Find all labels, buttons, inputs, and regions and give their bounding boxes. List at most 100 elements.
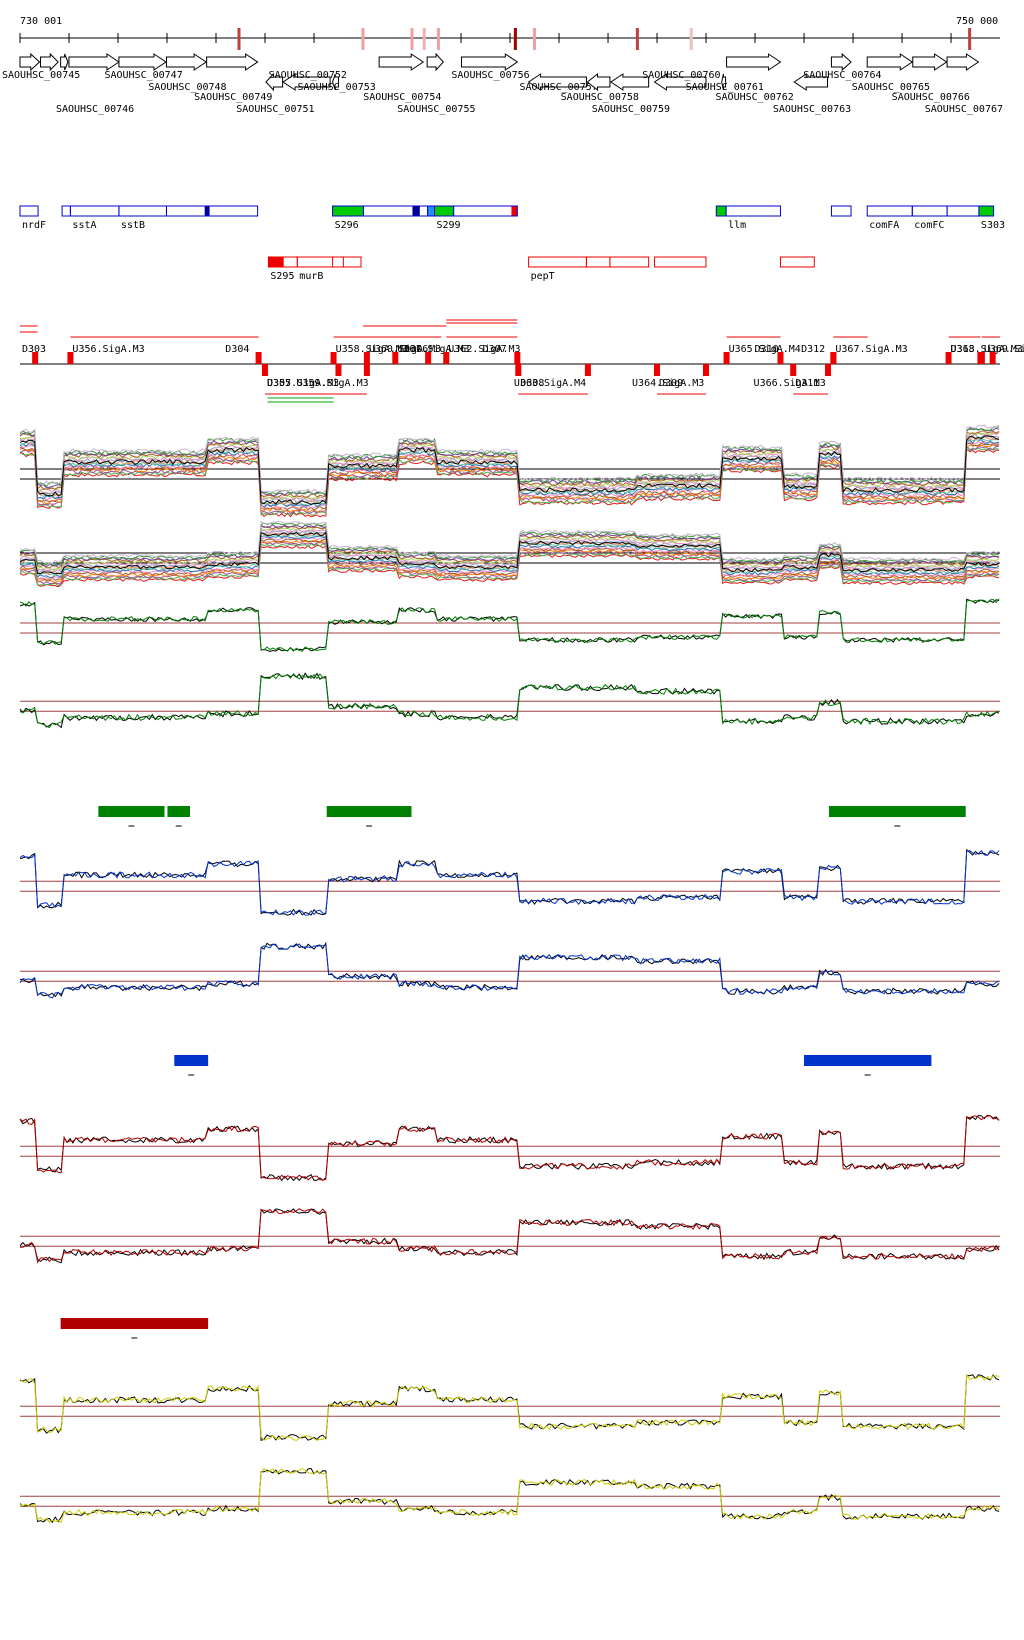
promoter-marker <box>436 28 440 50</box>
expression-profile <box>19 530 1000 573</box>
promoter-mark <box>723 352 730 364</box>
operon-fill <box>204 206 210 216</box>
expression-profile <box>19 442 1000 511</box>
operon-box <box>282 256 298 268</box>
gene-arrow <box>721 73 727 91</box>
expression-profile <box>19 522 1000 566</box>
promoter-mark <box>515 364 522 376</box>
expression-profile <box>19 1114 1000 1182</box>
gene-arrow <box>912 53 948 71</box>
promoter-mark <box>425 352 432 364</box>
operon-box <box>978 205 995 217</box>
promoter-mark <box>825 364 832 376</box>
promoter-mark <box>443 352 450 364</box>
operon-label: sstB <box>121 220 145 231</box>
gene-label: SAOUHSC_00754 <box>363 92 441 103</box>
operon-label: comFA <box>869 220 899 231</box>
promoter-label: U363.SigA.M4 <box>514 378 586 389</box>
expression-profile <box>19 539 1000 583</box>
gene-arrow <box>653 73 707 91</box>
promoter-mark <box>653 364 660 376</box>
gene-label: SAOUHSC_00758 <box>561 92 639 103</box>
expression-profile <box>19 544 1000 588</box>
region-bar <box>803 1055 932 1066</box>
promoter-label: D304 <box>225 344 249 355</box>
operon-box <box>911 205 948 217</box>
profile-tracks <box>19 424 1000 1524</box>
gene-markers <box>237 28 972 50</box>
gene-arrow <box>946 53 980 71</box>
operon-label: nrdF <box>22 220 46 231</box>
gene-arrow <box>68 53 120 71</box>
promoter-label: U357.SigA.M3 <box>267 378 339 389</box>
promoter-label: D307 <box>483 344 507 355</box>
expression-profile <box>19 1115 1000 1181</box>
operon-box <box>946 205 980 217</box>
expression-profile <box>19 1208 1000 1264</box>
promoter-mark <box>261 364 268 376</box>
expression-profile <box>19 424 1000 494</box>
gene-label: SAOUHSC_00755 <box>397 104 475 115</box>
promoter-mark <box>335 364 342 376</box>
expression-profile <box>19 542 1000 587</box>
gene-label: SAOUHSC_00746 <box>56 104 134 115</box>
expression-profile <box>19 430 1000 498</box>
promoter-label: U356.SigA.M3 <box>72 344 144 355</box>
gene-label: SAOUHSC_00752 <box>269 70 347 81</box>
operon-track: nrdF sstA sstB S296 S299 llm comFA comFC S303 S29… <box>19 205 1005 282</box>
operon-fill <box>978 206 994 216</box>
promoter-mark <box>584 364 591 376</box>
promoter-label: U367.SigA.M3 <box>835 344 907 355</box>
promoter-mark <box>989 352 996 364</box>
expression-profile <box>19 538 1000 582</box>
gene-label: SAOUHSC_00757 <box>520 82 598 93</box>
promoter-marker <box>635 28 639 50</box>
operon-box <box>118 205 167 217</box>
promoter-label: U362.SigA.M3 <box>448 344 520 355</box>
promoter-mark <box>702 364 709 376</box>
expression-profile <box>19 435 1000 505</box>
expression-profile <box>19 1372 1000 1442</box>
region-bar <box>167 806 190 817</box>
promoter-mark <box>777 352 784 364</box>
expression-profile <box>19 598 1000 652</box>
operon-box <box>332 256 362 268</box>
gene-arrow <box>206 53 259 71</box>
gene-track: SAOUHSC_00745SAOUHSC_00746SAOUHSC_00747S… <box>2 52 1003 115</box>
gene-arrow <box>793 73 829 91</box>
expression-profile <box>19 533 1000 577</box>
gene-label: SAOUHSC_00747 <box>104 70 182 81</box>
promoter-label: U359.SigA.M3 <box>296 378 368 389</box>
operon-fill <box>434 206 454 216</box>
gene-arrow <box>378 53 425 71</box>
region-bar <box>98 806 165 817</box>
operon-fill <box>268 257 284 267</box>
promoter-label: D309 <box>659 378 683 389</box>
expression-profile <box>19 535 1000 579</box>
operon-label: murB <box>299 271 323 282</box>
gene-arrow <box>830 52 852 72</box>
operon-box <box>585 256 611 268</box>
gene-arrow <box>460 53 519 71</box>
gene-label: SAOUHSC_00759 <box>592 104 670 115</box>
gene-arrow <box>426 52 445 72</box>
promoter-mark <box>330 352 337 364</box>
operon-label: S295 <box>270 271 294 282</box>
promoter-mark <box>32 352 39 364</box>
expression-profile <box>19 531 1000 575</box>
ruler-start-label: 730 001 <box>20 16 62 27</box>
gene-arrow <box>165 53 208 71</box>
region-bar <box>326 806 412 817</box>
region-bar <box>174 1055 209 1066</box>
genome-ruler: 730 001 750 000 <box>19 16 1000 50</box>
operon-box <box>19 205 39 217</box>
operon-label: S303 <box>981 220 1005 231</box>
promoter-marker <box>410 28 414 50</box>
operon-box <box>609 256 650 268</box>
promoter-mark <box>67 352 74 364</box>
expression-profile <box>19 1467 1000 1524</box>
operon-box <box>296 256 344 268</box>
promoter-label: D306 <box>404 344 428 355</box>
operon-box <box>725 205 781 217</box>
